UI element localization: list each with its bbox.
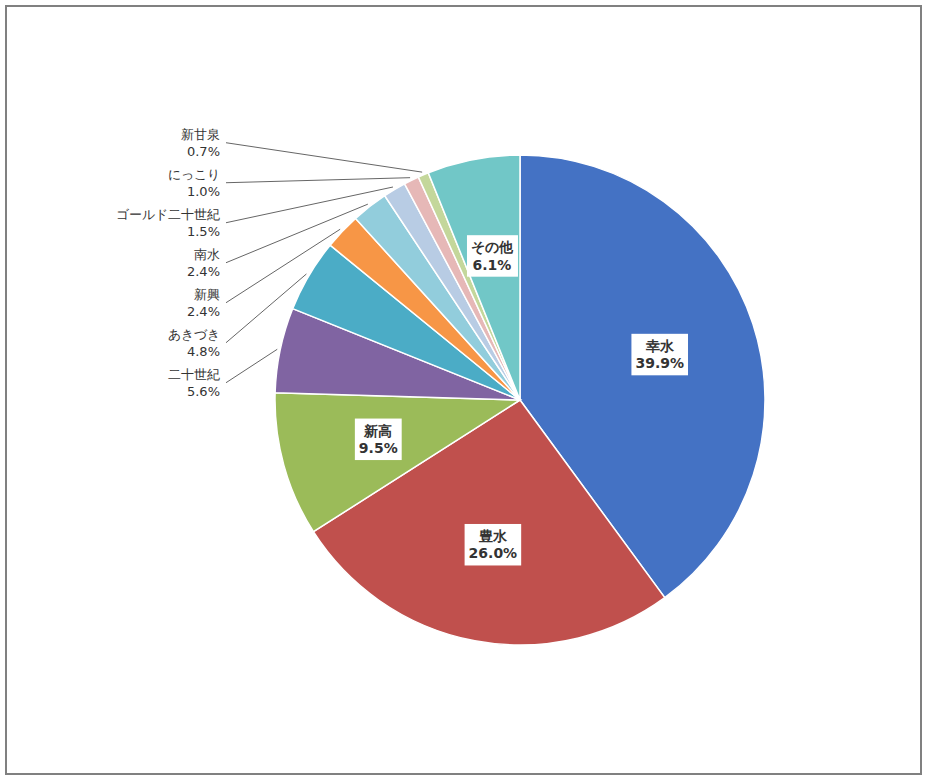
pie-slice — [428, 155, 520, 400]
chart-container: 幸水39.9% 豊水26.0% 新高9.5% その他 6.1% 新甘泉 0.7% にっこり 1.… — [0, 0, 927, 780]
label-value: 39.9% — [635, 355, 684, 371]
pie-slice — [313, 400, 664, 645]
label-category: 新甘泉 — [181, 127, 220, 142]
data-label: 南水 2.4% — [187, 247, 220, 278]
leader-line — [226, 274, 306, 343]
label-category: 新興 — [194, 287, 220, 302]
figure-border — [6, 6, 921, 774]
label-value: 1.0% — [187, 184, 220, 199]
data-labels: 幸水39.9% 豊水26.0% 新高9.5% その他 6.1% 新甘泉 0.7% にっこり 1.… — [116, 127, 688, 565]
leader-line — [226, 178, 410, 183]
label-box — [355, 419, 402, 461]
data-label: 二十世紀 5.6% — [168, 367, 220, 398]
label-category: にっこり — [168, 167, 220, 182]
label-value: 0.7% — [187, 144, 220, 159]
leader-line — [226, 349, 277, 382]
label-value: 2.4% — [187, 304, 220, 319]
label-category: あきづき — [168, 327, 220, 342]
label-value: 26.0% — [469, 545, 518, 561]
label-category: 南水 — [194, 247, 220, 262]
label-value: 5.6% — [187, 384, 220, 399]
data-label: 幸水39.9% — [635, 338, 684, 372]
slices — [275, 155, 765, 645]
data-label: 新興 2.4% — [187, 287, 220, 318]
label-category: ゴールド二十世紀 — [116, 207, 220, 222]
label-category: その他 — [471, 239, 514, 255]
label-value: 1.5% — [187, 224, 220, 239]
data-label: ゴールド二十世紀 1.5% — [116, 207, 220, 238]
data-label: その他 6.1% — [471, 239, 514, 273]
leader-line — [226, 187, 393, 223]
leader-line — [226, 229, 340, 302]
leader-line — [226, 204, 368, 263]
label-value: 4.8% — [187, 344, 220, 359]
leader-line — [226, 143, 422, 172]
label-category: 新高 — [363, 423, 392, 439]
label-category: 二十世紀 — [168, 367, 220, 382]
label-box — [465, 524, 522, 566]
label-category: 幸水 — [645, 338, 675, 354]
data-label: にっこり 1.0% — [168, 167, 220, 198]
data-label: あきづき 4.8% — [168, 327, 220, 358]
data-label: 豊水26.0% — [469, 528, 518, 562]
data-label: 新高9.5% — [359, 423, 398, 457]
label-value: 6.1% — [473, 257, 512, 273]
label-box — [631, 334, 688, 376]
label-value: 2.4% — [187, 264, 220, 279]
data-label: 新甘泉 0.7% — [181, 127, 220, 158]
label-box — [467, 235, 518, 277]
chart-svg: 幸水39.9% 豊水26.0% 新高9.5% その他 6.1% 新甘泉 0.7% にっこり 1.… — [0, 0, 927, 780]
label-value: 9.5% — [359, 440, 398, 456]
label-category: 豊水 — [478, 528, 508, 544]
pie-slice — [275, 393, 520, 532]
leader-lines — [226, 143, 422, 383]
